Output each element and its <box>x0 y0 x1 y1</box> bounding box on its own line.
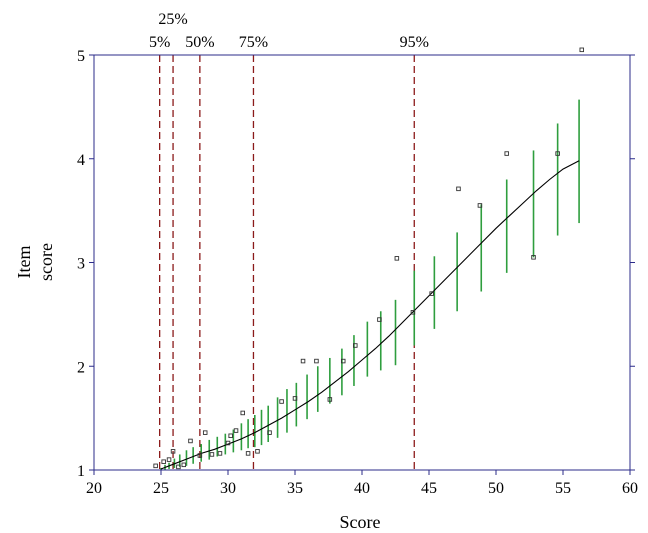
plot-area <box>153 47 585 470</box>
labels: Score Item score 5% 25% 50% 75% 95% <box>14 11 429 532</box>
observed-point <box>555 151 560 156</box>
observed-point <box>228 433 233 439</box>
observed-point <box>267 430 272 435</box>
percentile-label: 25% <box>158 11 187 28</box>
observed-point <box>153 463 158 469</box>
observed-point <box>504 151 509 156</box>
observed-point <box>181 462 187 468</box>
observed-point <box>279 399 284 404</box>
observed-point <box>170 449 176 454</box>
observed-point <box>176 464 181 470</box>
x-tick-label: 50 <box>488 480 504 497</box>
observed-point <box>233 428 239 433</box>
percentile-label: 5% <box>149 34 170 51</box>
observed-point <box>410 310 416 315</box>
observed-point <box>477 203 483 208</box>
observed-point <box>429 291 434 296</box>
y-axis-title-line-1: Item <box>14 246 34 279</box>
x-axis-title: Score <box>340 512 381 532</box>
x-tick-label: 60 <box>622 480 638 497</box>
observed-point <box>292 396 298 401</box>
observed-point <box>377 317 382 322</box>
x-tick-label: 30 <box>220 480 236 497</box>
x-tick-label: 20 <box>86 480 102 497</box>
x-tick-label: 40 <box>354 480 370 497</box>
observed-point <box>531 255 536 260</box>
observed-point <box>197 453 203 458</box>
observed-point <box>394 256 400 261</box>
observed-point <box>188 438 193 444</box>
y-tick-label: 5 <box>77 48 85 65</box>
observed-point <box>327 397 333 402</box>
percentile-label: 95% <box>400 34 429 51</box>
observed-point <box>300 358 306 364</box>
x-tick-label: 25 <box>153 480 169 497</box>
x-tick-label: 55 <box>555 480 571 497</box>
fit-curve <box>160 160 580 470</box>
observed-point <box>209 452 215 457</box>
y-tick-label: 1 <box>77 463 85 480</box>
observed-point <box>353 343 358 348</box>
observed-point <box>202 430 208 435</box>
observed-point <box>579 47 585 53</box>
observed-point <box>161 459 166 464</box>
observed-point <box>255 449 260 454</box>
percentile-label: 75% <box>239 34 268 51</box>
y-axis-title-line-2: score <box>36 243 56 281</box>
observed-point <box>240 410 245 416</box>
observed-point <box>166 457 172 462</box>
y-tick-label: 2 <box>77 359 85 376</box>
y-tick-label: 4 <box>77 152 85 169</box>
observed-point <box>456 186 461 192</box>
percentile-label: 50% <box>185 34 214 51</box>
observed-point <box>217 451 223 456</box>
y-tick-label: 3 <box>77 256 85 273</box>
observed-point <box>314 358 319 364</box>
observed-point <box>225 440 231 446</box>
observed-point <box>245 451 251 456</box>
plot-frame <box>93 54 631 471</box>
x-tick-label: 35 <box>287 480 303 497</box>
observed-point <box>340 358 346 364</box>
x-tick-label: 45 <box>421 480 437 497</box>
